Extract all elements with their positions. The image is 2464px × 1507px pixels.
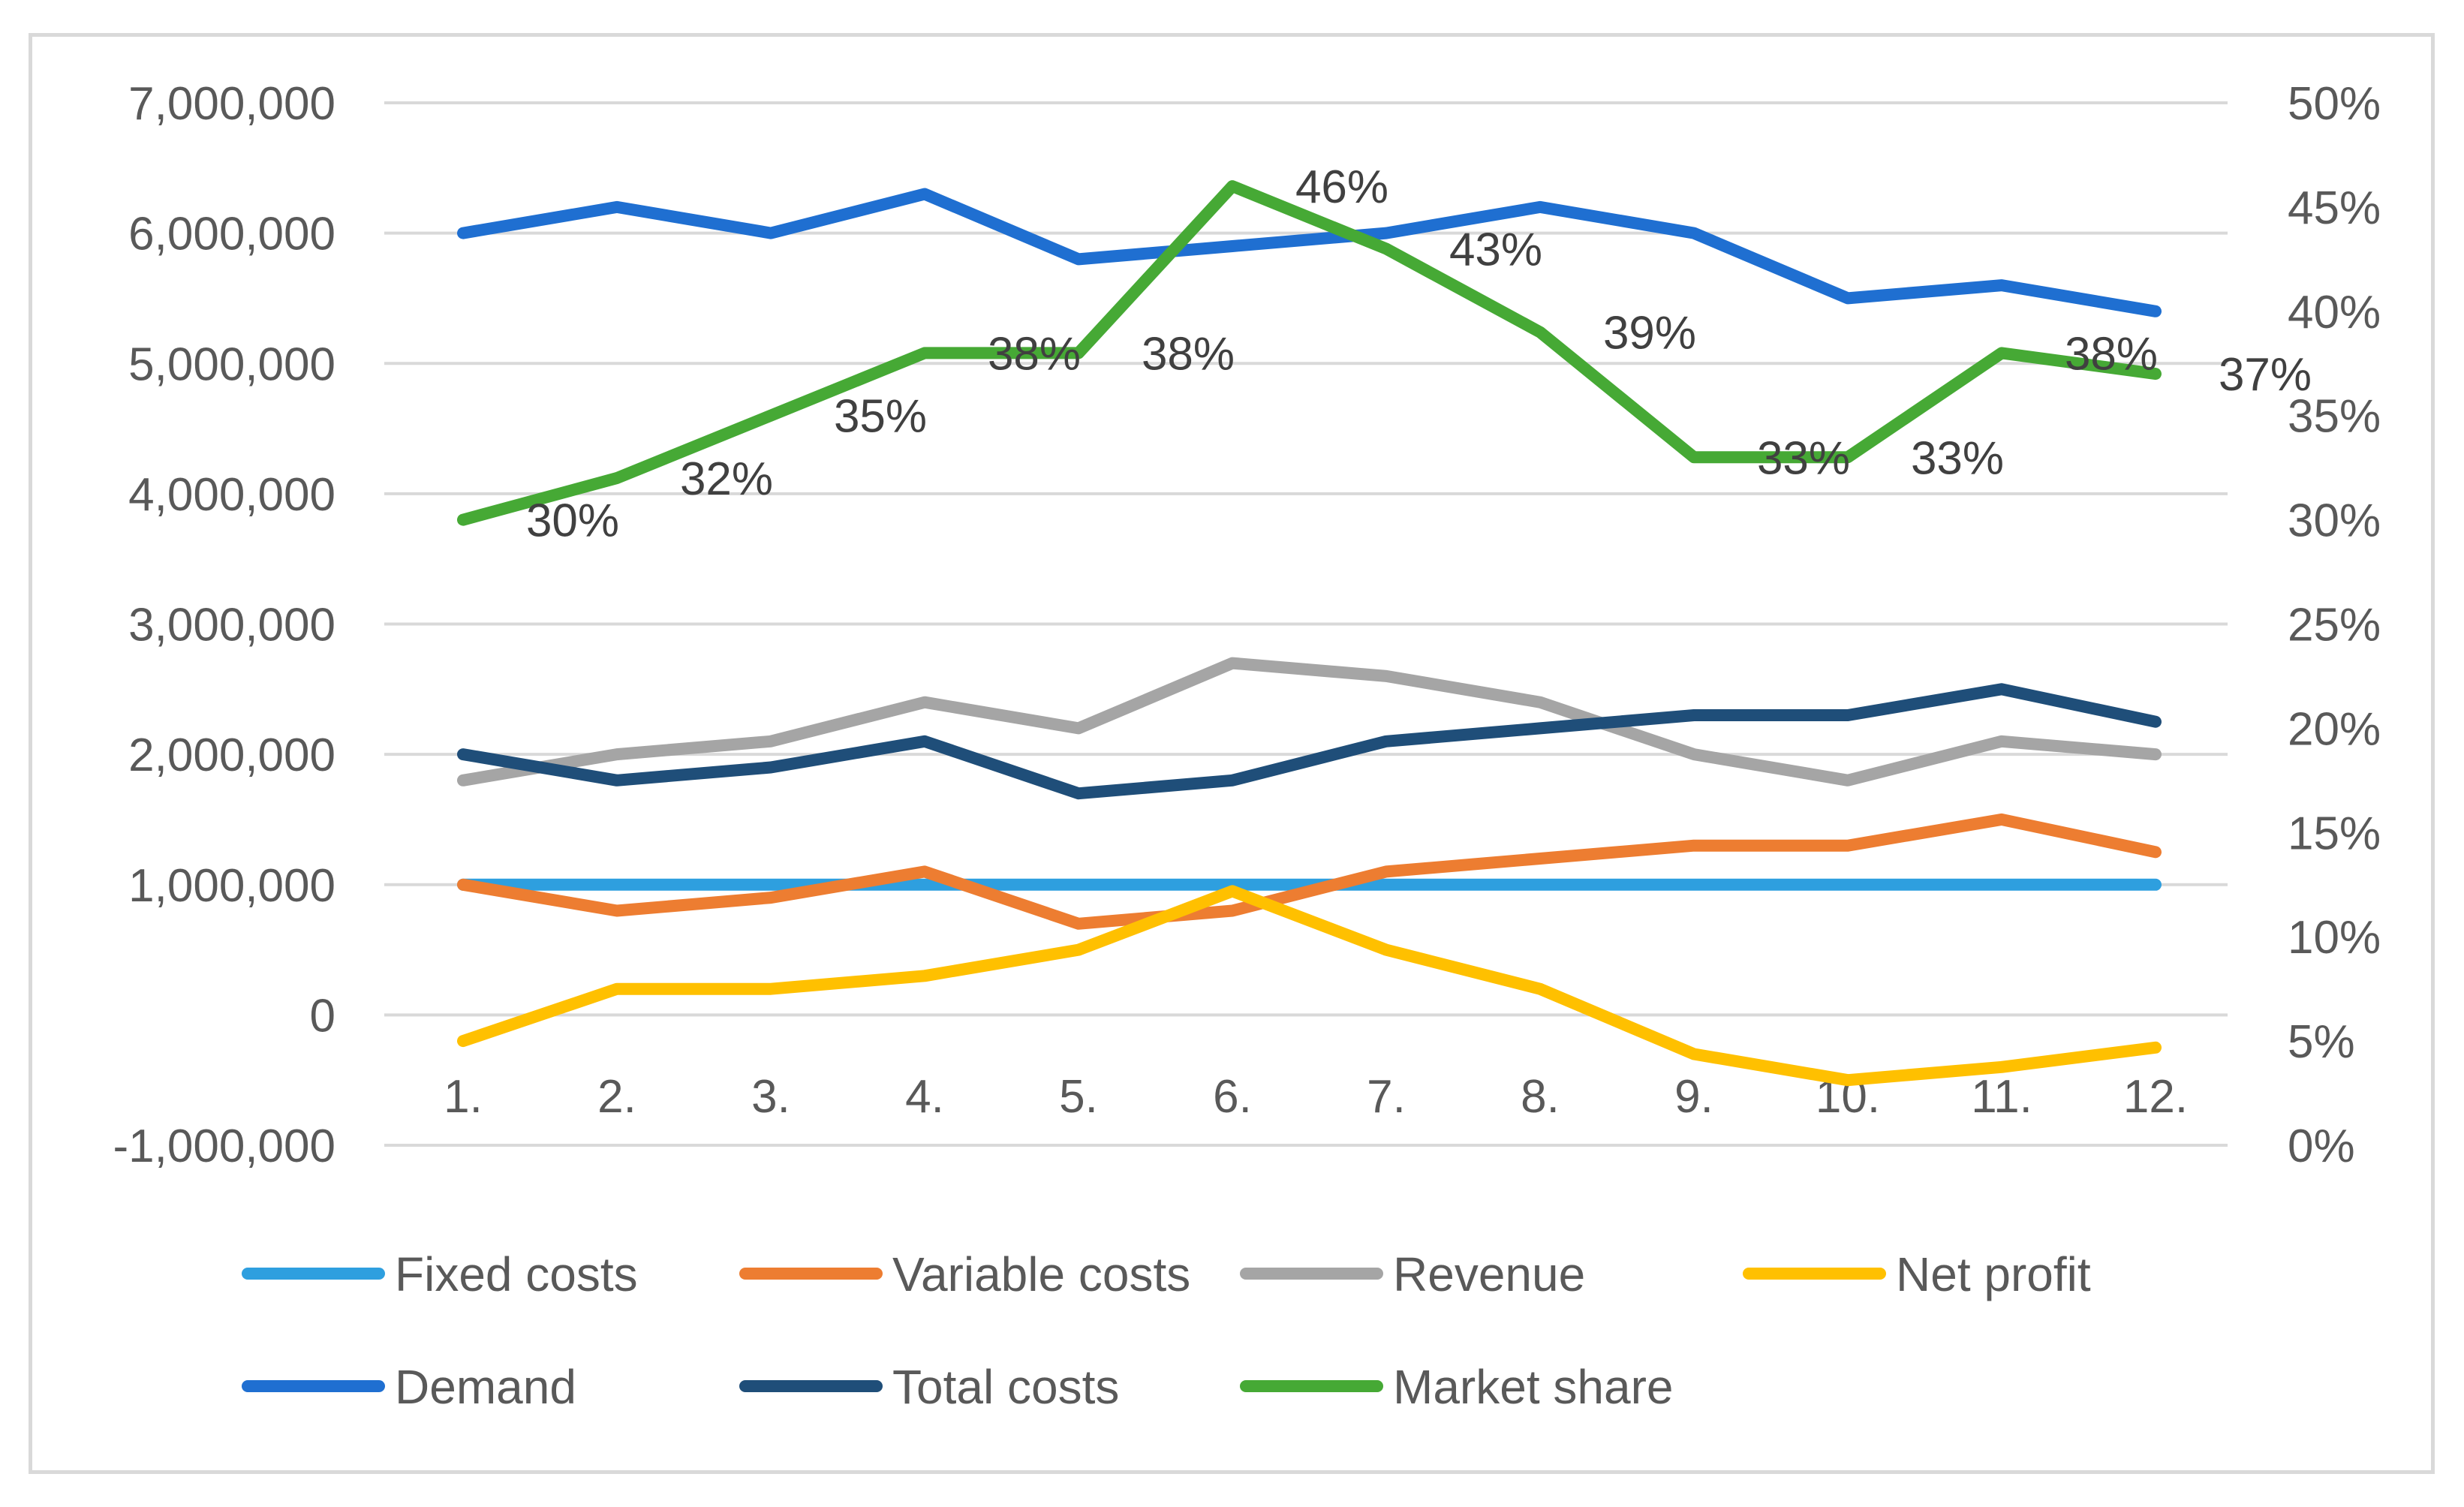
- left-axis-ticks: -1,000,000 0 1,000,000 2,000,000 3,000,000 4,…: [113, 78, 335, 1172]
- data-label: 39%: [1603, 308, 1696, 359]
- data-label: 38%: [1142, 328, 1235, 380]
- series-line-net-profit: [457, 885, 2162, 1087]
- legend-label-fixed-costs: Fixed costs: [395, 1247, 638, 1301]
- x-axis-tick-label: 12.: [2123, 1071, 2188, 1123]
- right-axis-tick-label: 5%: [2288, 1016, 2355, 1068]
- series-line-revenue: [457, 657, 2162, 787]
- data-label: 33%: [1757, 432, 1850, 484]
- data-label: 43%: [1449, 224, 1542, 275]
- left-axis-tick-label: 3,000,000: [128, 600, 335, 651]
- data-label: 37%: [2219, 349, 2312, 401]
- x-axis-tick-label: 9.: [1674, 1071, 1713, 1123]
- series-line-variable-costs: [457, 813, 2162, 930]
- series-line-total-costs: [457, 683, 2162, 800]
- left-axis-tick-label: 2,000,000: [128, 729, 335, 781]
- right-axis-tick-label: 15%: [2288, 808, 2381, 859]
- legend-label-total-costs: Total costs: [892, 1360, 1119, 1414]
- data-label: 46%: [1295, 161, 1388, 213]
- legend-label-demand: Demand: [395, 1360, 576, 1414]
- right-axis-tick-label: 35%: [2288, 391, 2381, 443]
- series-line-market-share: [457, 180, 2162, 526]
- x-axis-tick-label: 7.: [1367, 1071, 1406, 1123]
- legend-label-market-share: Market share: [1393, 1360, 1673, 1414]
- data-label: 33%: [1911, 432, 2004, 484]
- right-axis-tick-label: 25%: [2288, 600, 2381, 651]
- x-axis-tick-label: 8.: [1521, 1071, 1560, 1123]
- left-axis-tick-label: 6,000,000: [128, 209, 335, 260]
- left-axis-tick-label: 4,000,000: [128, 469, 335, 521]
- x-axis-tick-label: 4.: [905, 1071, 944, 1123]
- left-axis-tick-label: 0: [310, 990, 335, 1042]
- right-axis-tick-label: 0%: [2288, 1120, 2355, 1172]
- legend-label-variable-costs: Variable costs: [892, 1247, 1190, 1301]
- left-axis-tick-label: 7,000,000: [128, 78, 335, 130]
- left-axis-tick-label: 5,000,000: [128, 338, 335, 390]
- left-axis-tick-label: 1,000,000: [128, 860, 335, 912]
- left-axis-tick-label: -1,000,000: [113, 1120, 335, 1172]
- market-share-data-labels: 30% 32% 35% 38% 38% 46% 43% 39% 33% 33% 38% 37%: [526, 161, 2312, 546]
- x-axis-ticks: 1. 2. 3. 4. 5. 6. 7. 8. 9. 10. 11. 12.: [444, 1071, 2188, 1123]
- x-axis-tick-label: 1.: [444, 1071, 483, 1123]
- right-axis-tick-label: 20%: [2288, 703, 2381, 755]
- data-label: 32%: [680, 453, 773, 505]
- legend: Fixed costs Variable costs Revenue Net prof…: [242, 1247, 2091, 1414]
- data-label: 38%: [988, 328, 1081, 380]
- right-axis-tick-label: 10%: [2288, 912, 2381, 964]
- right-axis-tick-label: 45%: [2288, 182, 2381, 234]
- x-axis-tick-label: 3.: [751, 1071, 790, 1123]
- legend-label-revenue: Revenue: [1393, 1247, 1585, 1301]
- series-lines: [457, 180, 2162, 1087]
- data-label: 35%: [834, 391, 927, 443]
- x-axis-tick-label: 6.: [1213, 1071, 1252, 1123]
- x-axis-tick-label: 5.: [1059, 1071, 1098, 1123]
- legend-label-net-profit: Net profit: [1896, 1247, 2091, 1301]
- right-axis-ticks: 0% 5% 10% 15% 20% 25% 30% 35% 40% 45% 50%: [2288, 78, 2381, 1172]
- x-axis-tick-label: 2.: [597, 1071, 636, 1123]
- gridlines: [384, 101, 2228, 1147]
- data-label: 30%: [526, 495, 619, 547]
- x-axis-tick-label: 11.: [1971, 1071, 2032, 1123]
- right-axis-tick-label: 40%: [2288, 287, 2381, 338]
- right-axis-tick-label: 50%: [2288, 78, 2381, 130]
- data-label: 38%: [2065, 328, 2158, 380]
- series-line-demand: [457, 188, 2162, 317]
- right-axis-tick-label: 30%: [2288, 495, 2381, 547]
